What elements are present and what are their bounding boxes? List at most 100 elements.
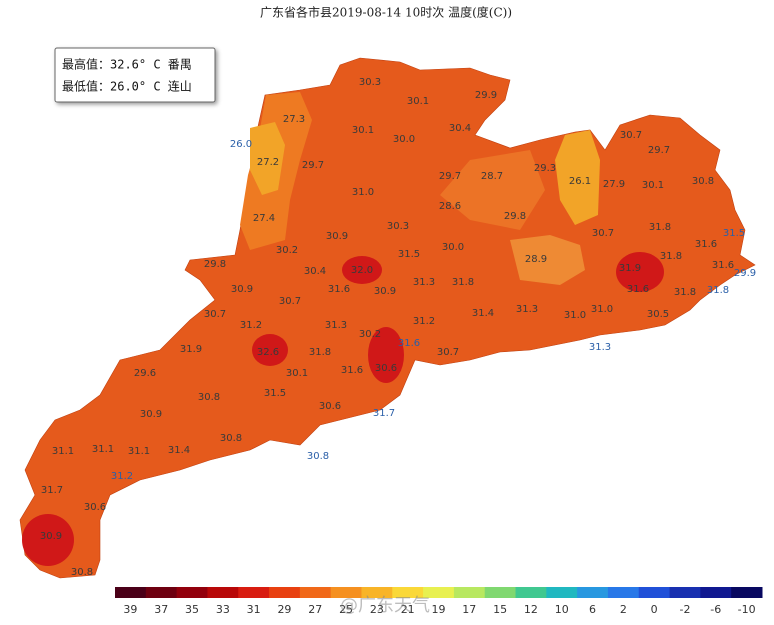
station-value: 30.8 — [71, 567, 93, 578]
station-value: 31.2 — [111, 471, 133, 482]
colorbar-segment — [669, 587, 701, 598]
station-value: 30.5 — [647, 309, 669, 320]
station-value: 30.4 — [449, 123, 471, 134]
station-value: 28.7 — [481, 171, 503, 182]
station-value: 30.9 — [326, 231, 348, 242]
region-hot — [22, 514, 74, 566]
station-value: 30.1 — [642, 180, 664, 191]
station-value: 30.3 — [387, 221, 409, 232]
colorbar-label: 17 — [462, 603, 476, 616]
station-value: 31.6 — [398, 338, 420, 349]
station-value: 30.1 — [352, 125, 374, 136]
station-value: 31.8 — [309, 347, 331, 358]
station-value: 26.1 — [569, 176, 591, 187]
info-min: 最低值：26.0° C 连山 — [62, 79, 192, 94]
station-value: 29.6 — [134, 368, 156, 379]
station-value: 31.6 — [341, 365, 363, 376]
station-value: 29.8 — [204, 259, 226, 270]
station-value: 30.1 — [407, 96, 429, 107]
station-value: 27.2 — [257, 157, 279, 168]
colorbar-label: 10 — [555, 603, 569, 616]
station-value: 31.3 — [325, 320, 347, 331]
region-yellow — [555, 130, 600, 225]
station-value: 29.9 — [734, 268, 756, 279]
region-orange — [440, 150, 545, 230]
colorbar-segment — [330, 587, 362, 598]
station-value: 31.3 — [589, 342, 611, 353]
station-value: 31.5 — [398, 249, 420, 260]
station-value: 31.1 — [128, 446, 150, 457]
colorbar-label: -6 — [710, 603, 721, 616]
station-value: 30.8 — [198, 392, 220, 403]
station-value: 31.1 — [52, 446, 74, 457]
colorbar-segment — [484, 587, 517, 598]
station-value: 30.9 — [140, 409, 162, 420]
station-value: 30.8 — [692, 176, 714, 187]
region-hot — [368, 327, 404, 383]
station-value: 31.8 — [452, 277, 474, 288]
colorbar-segment — [115, 587, 147, 598]
station-value: 27.3 — [283, 114, 305, 125]
colorbar-label: 0 — [651, 603, 658, 616]
colorbar-label: 39 — [123, 603, 137, 616]
station-value: 31.4 — [472, 308, 494, 319]
station-value: 31.1 — [92, 444, 114, 455]
station-value: 31.8 — [674, 287, 696, 298]
station-value: 31.0 — [564, 310, 586, 321]
colorbar-label: 25 — [339, 603, 353, 616]
colorbar-label: 2 — [620, 603, 627, 616]
station-value: 31.6 — [328, 284, 350, 295]
colorbar-label: 35 — [185, 603, 199, 616]
station-layer: 30.3 30.1 29.9 27.3 30.1 30.4 30.0 26.0 27.2 29.7… — [40, 77, 756, 578]
colorbar-segment — [515, 587, 547, 598]
colorbar-segment — [145, 587, 178, 598]
station-value: 30.7 — [279, 296, 301, 307]
station-value: 30.7 — [620, 130, 642, 141]
colorbar: 39 37 35 33 31 29 27 25 23 21 19 17 15 12 10 6 2 0 -2 -6 -10 — [115, 587, 763, 616]
station-value: 29.8 — [504, 211, 526, 222]
station-value: 31.9 — [619, 263, 641, 274]
station-value: 30.8 — [220, 433, 242, 444]
colorbar-segment — [361, 587, 393, 598]
station-value: 32.0 — [351, 265, 373, 276]
colorbar-label: -2 — [679, 603, 690, 616]
station-value: 30.6 — [375, 363, 397, 374]
station-value: 30.4 — [304, 266, 326, 277]
colorbar-segment — [638, 587, 671, 598]
station-value: 30.9 — [40, 531, 62, 542]
colorbar-segment — [299, 587, 332, 598]
station-value: 31.2 — [240, 320, 262, 331]
region-hot — [616, 252, 664, 292]
colorbar-label: 23 — [370, 603, 384, 616]
station-value: 26.0 — [230, 139, 252, 150]
colorbar-segment — [577, 587, 609, 598]
station-value: 31.0 — [591, 304, 613, 315]
station-value: 29.7 — [439, 171, 461, 182]
region-orange — [510, 235, 585, 285]
station-value: 29.3 — [534, 163, 556, 174]
station-value: 30.7 — [592, 228, 614, 239]
colorbar-segment — [546, 587, 578, 598]
station-value: 30.1 — [286, 368, 308, 379]
region-yellow — [250, 122, 285, 195]
station-value: 31.8 — [707, 285, 729, 296]
station-value: 31.0 — [352, 187, 374, 198]
colorbar-label: 37 — [154, 603, 168, 616]
station-value: 31.3 — [516, 304, 538, 315]
station-value: 31.6 — [695, 239, 717, 250]
station-value: 28.6 — [439, 201, 461, 212]
colorbar-label: 29 — [277, 603, 291, 616]
station-value: 28.9 — [525, 254, 547, 265]
station-value: 30.9 — [231, 284, 253, 295]
colorbar-segment — [176, 587, 208, 598]
station-value: 31.8 — [649, 222, 671, 233]
station-value: 30.2 — [359, 329, 381, 340]
colorbar-label: 31 — [247, 603, 261, 616]
station-value: 30.9 — [374, 286, 396, 297]
colorbar-label: 19 — [432, 603, 446, 616]
province-shape — [19, 57, 756, 579]
station-value: 31.5 — [264, 388, 286, 399]
colorbar-segment — [207, 587, 239, 598]
colorbar-label: 12 — [524, 603, 538, 616]
